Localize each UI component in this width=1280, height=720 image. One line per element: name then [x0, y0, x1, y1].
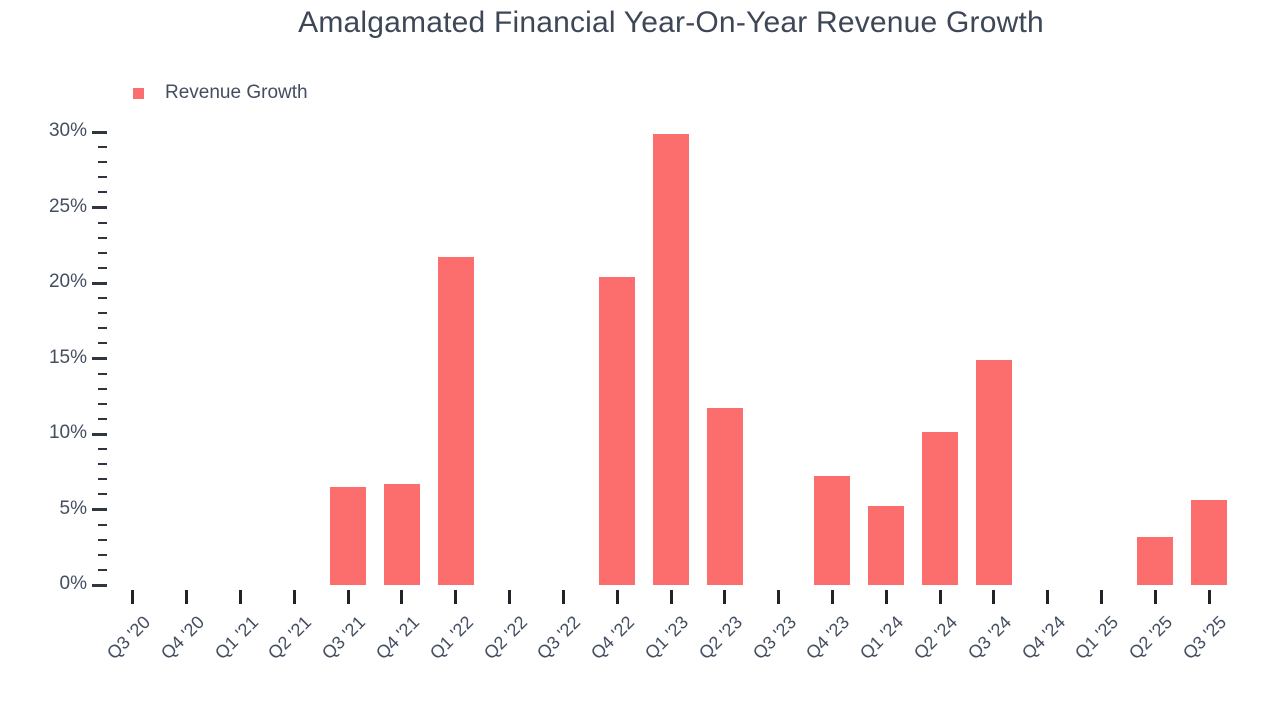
y-tick [92, 206, 107, 209]
y-tick [92, 357, 107, 360]
y-minor-tick [98, 266, 107, 269]
x-tick-label: Q1 '22 [425, 612, 477, 664]
y-minor-tick [98, 161, 107, 164]
x-tick [400, 590, 404, 604]
y-tick-label: 0% [59, 573, 87, 594]
x-tick [723, 590, 727, 604]
x-tick [292, 590, 296, 604]
y-minor-tick [98, 221, 107, 224]
x-tick-label: Q1 '25 [1071, 612, 1123, 664]
x-tick-label: Q3 '23 [748, 612, 800, 664]
x-tick-label: Q3 '21 [318, 612, 370, 664]
x-tick [777, 590, 781, 604]
y-minor-tick [98, 342, 107, 345]
x-tick [239, 590, 243, 604]
x-tick-label: Q4 '20 [156, 612, 208, 664]
y-minor-tick [98, 372, 107, 375]
y-minor-tick [98, 463, 107, 466]
x-tick-label: Q2 '22 [479, 612, 531, 664]
x-tick [185, 590, 189, 604]
x-tick [830, 590, 834, 604]
x-tick-label: Q3 '25 [1178, 612, 1231, 664]
bar-q223 [706, 408, 743, 585]
y-minor-tick [98, 568, 107, 571]
y-minor-tick [98, 538, 107, 541]
y-minor-tick [98, 402, 107, 405]
x-tick [131, 590, 135, 604]
x-tick [454, 590, 458, 604]
bar-q421 [383, 483, 420, 585]
bar-q124 [868, 506, 905, 585]
y-tick [92, 508, 107, 511]
x-tick-label: Q3 '24 [963, 612, 1015, 664]
x-tick [992, 590, 996, 604]
legend-label: Revenue Growth [165, 82, 308, 103]
y-minor-tick [98, 448, 107, 451]
bar-q123 [653, 133, 689, 585]
y-tick-label: 25% [48, 195, 87, 217]
x-tick [669, 590, 673, 604]
y-minor-tick [98, 297, 107, 300]
x-tick [508, 590, 512, 604]
x-tick [615, 590, 619, 604]
y-tick [92, 432, 107, 436]
y-minor-tick [98, 417, 107, 420]
chart-title: Amalgamated Financial Year-On-Year Reven… [298, 6, 1044, 39]
x-tick [561, 590, 565, 604]
x-tick [884, 590, 888, 604]
bar-q325 [1191, 500, 1228, 585]
x-tick-label: Q2 '24 [909, 612, 962, 664]
y-minor-tick [98, 236, 107, 239]
x-tick-label: Q3 '20 [102, 612, 155, 664]
x-tick-label: Q2 '25 [1125, 612, 1177, 664]
x-tick-label: Q4 '22 [587, 612, 639, 664]
x-tick-label: Q4 '24 [1017, 612, 1069, 664]
x-tick-label: Q1 '21 [210, 612, 262, 664]
y-tick [92, 583, 107, 587]
bar-q225 [1137, 536, 1174, 585]
x-tick [346, 590, 350, 604]
x-tick [1099, 590, 1103, 604]
legend: Revenue Growth [133, 82, 308, 104]
bar-q324 [975, 360, 1012, 585]
x-tick [1046, 590, 1050, 604]
y-minor-tick [98, 176, 107, 179]
y-tick [92, 281, 107, 285]
y-minor-tick [98, 191, 107, 194]
y-tick [92, 130, 107, 134]
bar-q321 [330, 486, 367, 585]
x-tick-label: Q1 '23 [640, 612, 693, 664]
y-minor-tick [98, 493, 107, 496]
x-tick-label: Q4 '21 [371, 612, 424, 664]
legend-swatch-icon [133, 87, 144, 99]
y-tick-label: 20% [48, 271, 87, 292]
x-tick [1207, 590, 1211, 604]
x-tick-label: Q1 '24 [856, 612, 908, 664]
y-minor-tick [98, 312, 107, 315]
bar-q422 [599, 276, 636, 585]
bar-q224 [922, 432, 959, 585]
y-minor-tick [98, 251, 107, 254]
x-tick-label: Q2 '23 [694, 612, 746, 664]
y-minor-tick [98, 146, 107, 149]
y-minor-tick [98, 327, 107, 330]
y-tick-label: 30% [48, 120, 87, 141]
bar-q122 [437, 257, 474, 585]
y-tick-label: 5% [59, 497, 87, 519]
y-tick-label: 15% [48, 346, 87, 368]
y-minor-tick [98, 478, 107, 481]
x-tick-label: Q4 '23 [802, 612, 854, 664]
y-minor-tick [98, 523, 107, 526]
bar-q423 [814, 476, 851, 585]
y-minor-tick [98, 553, 107, 556]
x-tick-label: Q2 '21 [264, 612, 316, 664]
x-tick-label: Q3 '22 [533, 612, 585, 664]
x-tick [1153, 590, 1157, 604]
x-tick [938, 590, 942, 604]
y-minor-tick [98, 387, 107, 390]
y-tick-label: 10% [48, 422, 87, 443]
